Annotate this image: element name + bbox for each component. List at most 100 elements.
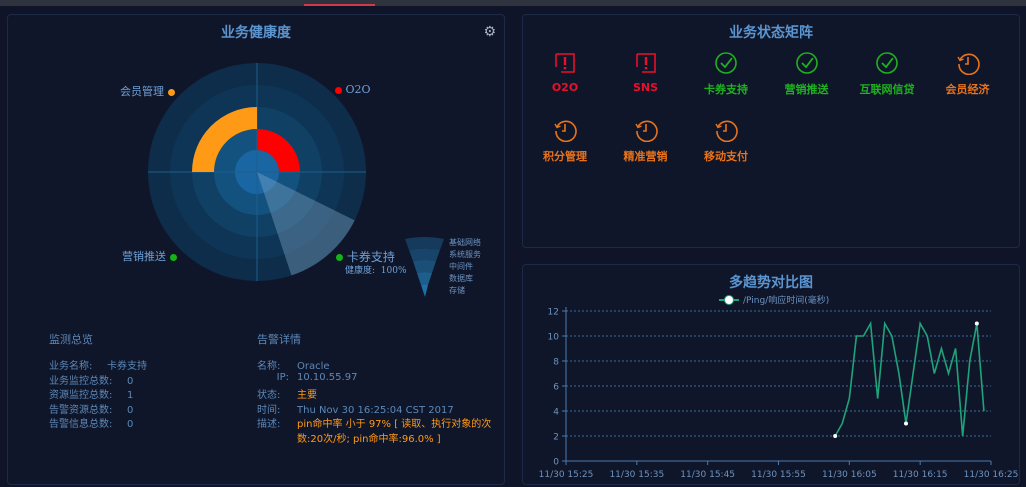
overview-section: 监测总览 业务名称: 卡券支持 业务监控总数: 0 资源监控总数: 1 告警资源总数:… xyxy=(49,331,147,430)
status-dot xyxy=(169,253,177,261)
alarm-row: 描述: pin命中率 小于 97% [ 读取、执行对象的次 xyxy=(257,415,491,430)
history-clock-icon xyxy=(956,53,980,75)
check-circle-icon xyxy=(795,52,818,74)
y-tick-label: 2 xyxy=(553,433,559,443)
x-tick-label: 11/30 15:55 xyxy=(751,470,806,480)
x-tick-label: 11/30 15:35 xyxy=(609,470,664,480)
matrix-item[interactable]: 会员经济 xyxy=(928,51,1008,97)
matrix-label: 营销推送 xyxy=(784,83,829,96)
layer-item[interactable]: 基础网络 xyxy=(449,238,481,247)
row-value: 1 xyxy=(127,390,134,401)
x-tick-label: 11/30 16:15 xyxy=(893,470,948,480)
overview-row: 业务名称: 卡券支持 xyxy=(49,357,147,372)
trend-panel: 多趋势对比图 /Ping/响应时间(毫秒) 0 2 4 6 8 10 12 11/30 15:… xyxy=(522,264,1020,485)
alarm-time: Thu Nov 30 16:25:04 CST 2017 xyxy=(297,404,454,416)
legend-label: /Ping/响应时间(毫秒) xyxy=(743,294,829,306)
alarm-row: IP: 10.10.55.97 xyxy=(257,372,491,387)
matrix-title: 业务状态矩阵 xyxy=(729,25,813,41)
alarm-row: 时间: Thu Nov 30 16:25:04 CST 2017 xyxy=(257,401,491,416)
matrix-item[interactable]: 营销推送 xyxy=(767,51,847,97)
matrix-label: 会员经济 xyxy=(945,83,990,96)
row-label: IP: xyxy=(276,371,289,383)
alert-icon xyxy=(555,53,575,73)
y-tick-label: 0 xyxy=(553,458,559,468)
matrix-label: SNS xyxy=(632,81,659,94)
series-line xyxy=(834,320,985,437)
row-label: 告警资源总数: xyxy=(49,404,113,416)
row-label: 业务监控总数: xyxy=(49,375,113,387)
y-tick-label: 10 xyxy=(548,333,560,343)
label-o2o[interactable]: O2O xyxy=(335,83,371,96)
layer-item[interactable]: 数据库 xyxy=(449,274,473,283)
row-label: 名称: xyxy=(257,361,281,372)
segment-member xyxy=(192,107,257,172)
x-tick-label: 11/30 16:25 xyxy=(964,470,1019,480)
label-coupon[interactable]: 卡券支持 xyxy=(336,248,395,265)
status-dot xyxy=(335,86,342,94)
data-point xyxy=(974,321,979,326)
x-tick-label: 11/30 15:25 xyxy=(539,470,594,480)
alarm-row: 状态: 主要 xyxy=(257,386,491,401)
health-panel: 业务健康度 ⚙ 会员管理 O2O 营销推送 卡券支持 健康度: 100% 基础网… xyxy=(7,14,505,485)
label-text: O2O xyxy=(345,83,371,96)
matrix-label: O2O xyxy=(551,81,579,94)
health-label: 健康度: xyxy=(345,266,376,276)
layer-item[interactable]: 存储 xyxy=(449,286,465,295)
matrix-label: 精准营销 xyxy=(623,150,668,163)
overview-row: 告警信息总数: 0 xyxy=(49,415,147,430)
matrix-label: 卡券支持 xyxy=(704,83,748,96)
alarm-desc-cont: 数:20次/秒; pin命中率:96.0% ] xyxy=(297,433,441,445)
matrix-item[interactable]: 精准营销 xyxy=(606,118,686,164)
matrix-item[interactable]: 积分管理 xyxy=(525,118,605,164)
matrix-item[interactable]: O2O xyxy=(525,51,605,94)
alarm-status: 主要 xyxy=(297,390,317,401)
x-tick-label: 11/30 15:45 xyxy=(680,470,735,480)
overview-row: 业务监控总数: 0 xyxy=(49,372,147,387)
overview-row: 资源监控总数: 1 xyxy=(49,386,147,401)
alarm-section: 告警详情 名称: Oracle IP: 10.10.55.97 状态: 主要 时间: T… xyxy=(257,331,491,445)
label-marketing[interactable]: 营销推送 xyxy=(122,248,177,264)
selected-sector xyxy=(257,172,355,276)
health-radar xyxy=(148,63,366,281)
y-tick-label: 12 xyxy=(548,308,559,318)
legend[interactable]: /Ping/响应时间(毫秒) xyxy=(719,294,829,306)
y-tick-label: 6 xyxy=(553,383,559,393)
matrix-item[interactable]: 卡券支持 xyxy=(686,51,766,97)
matrix-label: 移动支付 xyxy=(704,150,748,163)
status-matrix-panel: 业务状态矩阵 O2O SNS 卡券支持 营销推送 互联网信贷 会员经济积分管理 精准营销 移动… xyxy=(522,14,1020,248)
matrix-item[interactable]: SNS xyxy=(606,51,686,94)
status-dot xyxy=(336,254,343,261)
label-text: 营销推送 xyxy=(122,250,166,263)
alarm-row: 名称: Oracle xyxy=(257,357,491,372)
history-clock-icon xyxy=(715,120,738,142)
matrix-item[interactable]: 互联网信贷 xyxy=(847,51,927,97)
data-point xyxy=(833,434,838,438)
layer-item[interactable]: 系统服务 xyxy=(449,250,481,259)
label-text: 会员管理 xyxy=(120,85,164,98)
health-percent: 100% xyxy=(380,266,407,276)
row-label: 描述: xyxy=(257,419,281,430)
row-label: 业务名称: xyxy=(49,361,93,372)
label-member[interactable]: 会员管理 xyxy=(120,83,175,99)
gear-icon[interactable]: ⚙ xyxy=(483,24,496,40)
alarm-desc: pin命中率 小于 97% [ 读取、执行对象的次 xyxy=(297,419,492,430)
layer-funnel xyxy=(405,237,444,297)
top-bar xyxy=(0,0,1026,6)
alarm-name: Oracle xyxy=(297,361,330,372)
row-label: 状态: xyxy=(257,390,281,401)
matrix-label: 积分管理 xyxy=(543,150,587,163)
chart-title: 多趋势对比图 xyxy=(729,275,813,291)
segment-o2o xyxy=(257,129,300,172)
x-tick-label: 11/30 16:05 xyxy=(822,470,877,480)
row-label: 资源监控总数: xyxy=(49,390,113,401)
matrix-label: 互联网信贷 xyxy=(859,83,915,96)
health-title: 业务健康度 xyxy=(221,25,291,41)
layer-item[interactable]: 中间件 xyxy=(449,262,473,271)
row-label: 时间: xyxy=(257,404,281,416)
matrix-item[interactable]: 移动支付 xyxy=(686,118,766,164)
label-text: 卡券支持 xyxy=(346,250,395,264)
check-circle-icon xyxy=(715,52,737,74)
check-circle-icon xyxy=(876,52,898,74)
row-value: 卡券支持 xyxy=(107,361,147,372)
alert-icon xyxy=(635,53,656,73)
